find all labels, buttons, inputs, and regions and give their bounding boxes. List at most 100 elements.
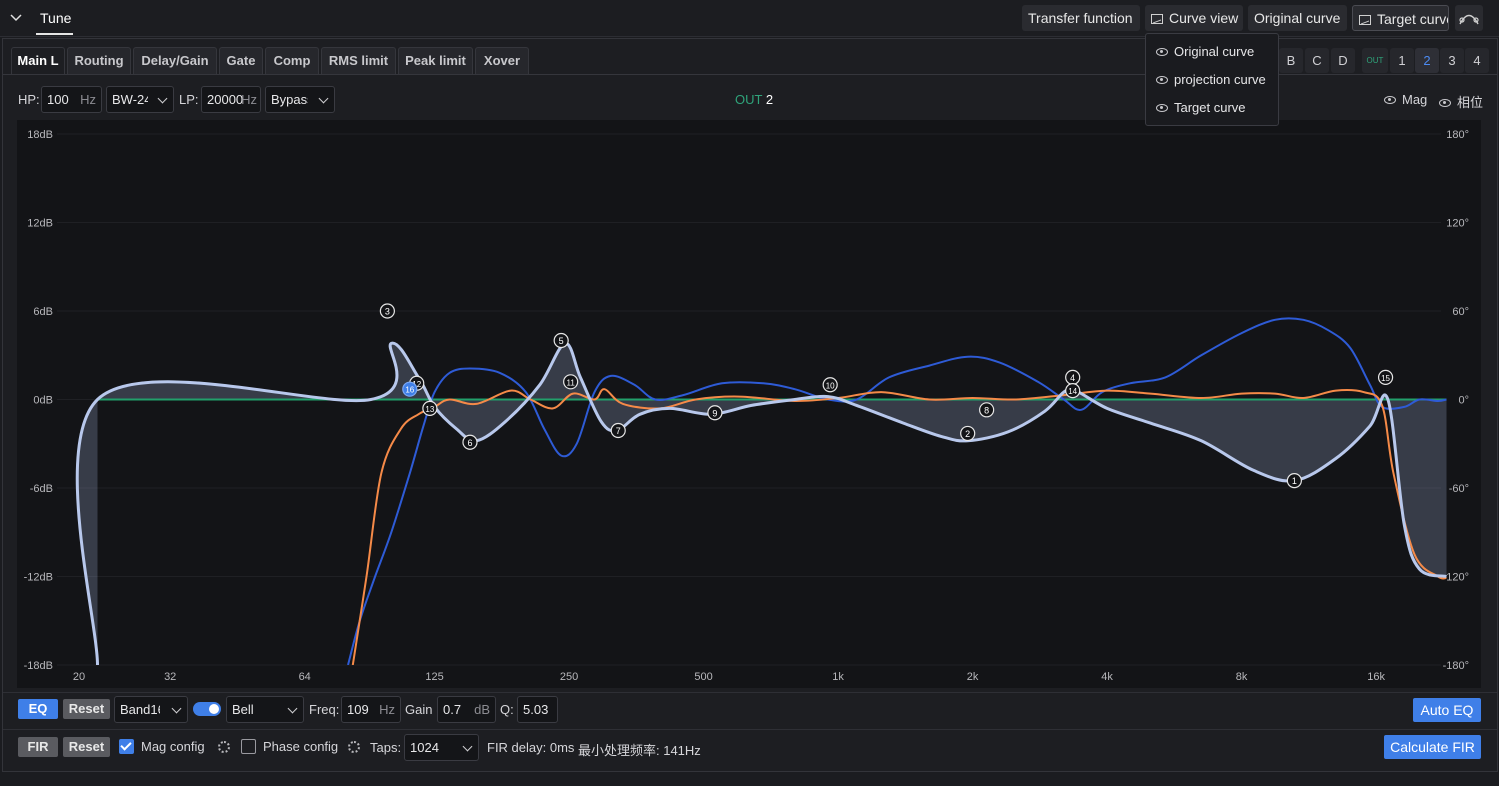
original-curve-line <box>347 317 1447 665</box>
gain-label: Gain <box>405 702 433 717</box>
tab-divider <box>3 74 1497 75</box>
tab-routing[interactable]: Routing <box>67 47 131 74</box>
menu-item-projection-curve[interactable]: projection curve <box>1156 70 1266 90</box>
lp-type-select[interactable]: Bypass <box>265 86 335 113</box>
q-input[interactable]: 5.03 <box>517 696 558 723</box>
tab-delay-gain[interactable]: Delay/Gain <box>133 47 217 74</box>
tab-comp[interactable]: Comp <box>265 47 319 74</box>
x-tick-label: 1k <box>832 671 844 683</box>
eq-band-marker[interactable] <box>1377 369 1394 385</box>
taps-select[interactable]: 1024 <box>404 734 479 761</box>
fir-delay-text: FIR delay: 0ms <box>487 740 575 755</box>
tab-xover[interactable]: Xover <box>475 47 529 74</box>
output-4-button[interactable]: 4 <box>1465 48 1489 73</box>
eq-band-marker-label: 5 <box>559 336 564 346</box>
eq-band-marker-label: 1 <box>1292 476 1297 486</box>
tab-peak-limit[interactable]: Peak limit <box>398 47 473 74</box>
band-select[interactable]: Band16 <box>114 696 188 723</box>
hp-type-select[interactable]: BW-24 <box>106 86 174 113</box>
filter-type-select[interactable]: Bell <box>226 696 304 723</box>
y-left-tick-label: 12dB <box>27 218 53 230</box>
eq-band-marker[interactable] <box>379 303 395 319</box>
x-tick-label: 250 <box>560 671 578 683</box>
transfer-function-button[interactable]: Transfer function <box>1022 5 1140 31</box>
q-label: Q: <box>500 702 514 717</box>
out-tag: OUT <box>1362 48 1388 73</box>
eq-band-marker[interactable] <box>1065 383 1081 399</box>
phase-config-gear-icon[interactable] <box>348 741 360 753</box>
tab-rms-limit[interactable]: RMS limit <box>321 47 396 74</box>
tune-tab[interactable]: Tune <box>40 10 72 26</box>
target-curve-fill <box>77 343 1447 665</box>
eq-band-marker[interactable] <box>610 422 626 439</box>
y-right-tick-label: 120° <box>1446 218 1469 230</box>
eq-band-marker[interactable] <box>707 405 723 421</box>
freq-value: 109 <box>347 702 369 717</box>
freq-label: Freq: <box>309 702 340 717</box>
mag-config-gear-icon[interactable] <box>218 741 230 753</box>
channel-b-button[interactable]: B <box>1279 48 1303 73</box>
eq-band-marker[interactable] <box>979 402 995 418</box>
channel-c-button[interactable]: C <box>1305 48 1329 73</box>
output-2-button[interactable]: 2 <box>1415 48 1439 73</box>
x-tick-label: 4k <box>1101 671 1113 683</box>
curve-view-button[interactable]: Curve view <box>1145 5 1243 31</box>
taps-value: 1024 <box>410 740 439 755</box>
eq-band-marker[interactable] <box>402 381 418 397</box>
fir-reset-button[interactable]: Reset <box>63 737 110 757</box>
eye-icon <box>1156 48 1168 56</box>
original-curve-button[interactable]: Original curve <box>1248 5 1347 31</box>
mag-label: Mag <box>1402 92 1428 107</box>
gain-input[interactable]: 0.7 dB <box>437 696 496 723</box>
phase-config-checkbox[interactable] <box>241 739 256 754</box>
hp-frequency-input[interactable]: 100 Hz <box>41 86 102 113</box>
lp-frequency-input[interactable]: 20000 Hz <box>201 86 261 113</box>
output-3-button[interactable]: 3 <box>1440 48 1464 73</box>
fir-button[interactable]: FIR <box>18 737 58 757</box>
target-curve-label: Target curve <box>1377 11 1449 27</box>
eq-band-marker[interactable] <box>822 377 838 393</box>
target-curve-button[interactable]: Target curve <box>1352 5 1449 31</box>
menu-item-target-curve[interactable]: Target curve <box>1156 98 1246 118</box>
x-tick-label: 2k <box>967 671 979 683</box>
menu-item-label: Original curve <box>1174 44 1255 59</box>
response-chart[interactable]: 18dB 180° 12dB 120° 6dB 60° 0dB 0° -6dB -60° -12dB… <box>17 120 1481 688</box>
eq-band-marker[interactable] <box>563 374 579 390</box>
x-tick-label: 500 <box>694 671 712 683</box>
collapse-chevron-icon[interactable] <box>8 10 24 26</box>
eq-reset-button[interactable]: Reset <box>63 699 110 719</box>
freq-input[interactable]: 109 Hz <box>341 696 401 723</box>
eq-band-marker[interactable] <box>1286 473 1302 489</box>
chevron-down-icon <box>157 93 168 104</box>
target-curve-line <box>75 341 1447 665</box>
phase-label: 相位 <box>1457 95 1484 110</box>
tab-main-l[interactable]: Main L <box>11 47 65 74</box>
hp-unit: Hz <box>80 92 96 107</box>
eq-band-marker[interactable] <box>462 434 478 450</box>
eq-band-marker[interactable] <box>960 425 976 442</box>
channel-d-button[interactable]: D <box>1331 48 1355 73</box>
y-right-tick-label: 60° <box>1452 306 1469 318</box>
auto-eq-button[interactable]: Auto EQ <box>1413 698 1481 722</box>
mag-toggle[interactable]: Mag <box>1384 92 1427 107</box>
y-left-tick-label: 0dB <box>33 395 53 407</box>
chevron-down-icon <box>287 703 298 714</box>
output-1-button[interactable]: 1 <box>1390 48 1414 73</box>
eq-band-marker[interactable] <box>553 332 569 349</box>
phase-config-label: Phase config <box>263 739 339 754</box>
eq-band-marker[interactable] <box>422 400 438 416</box>
eq-band-marker-label: 16 <box>405 386 414 395</box>
phase-toggle[interactable]: 相位 <box>1439 92 1483 111</box>
gain-unit: dB <box>474 702 490 717</box>
tab-gate[interactable]: Gate <box>219 47 263 74</box>
eq-band-marker-label: 6 <box>467 438 472 448</box>
eq-band-marker-label: 11 <box>566 378 575 387</box>
response-chart-svg[interactable]: 18dB 180° 12dB 120° 6dB 60° 0dB 0° -6dB -60° -12dB… <box>17 120 1481 688</box>
menu-item-original-curve[interactable]: Original curve <box>1156 42 1254 62</box>
mag-config-checkbox[interactable] <box>119 739 134 754</box>
calculate-fir-button[interactable]: Calculate FIR <box>1384 735 1481 759</box>
eq-button[interactable]: EQ <box>18 699 58 719</box>
curve-edit-icon[interactable] <box>1455 5 1483 31</box>
y-left-tick-label: -12dB <box>24 572 53 584</box>
band-enable-toggle[interactable] <box>193 702 221 716</box>
